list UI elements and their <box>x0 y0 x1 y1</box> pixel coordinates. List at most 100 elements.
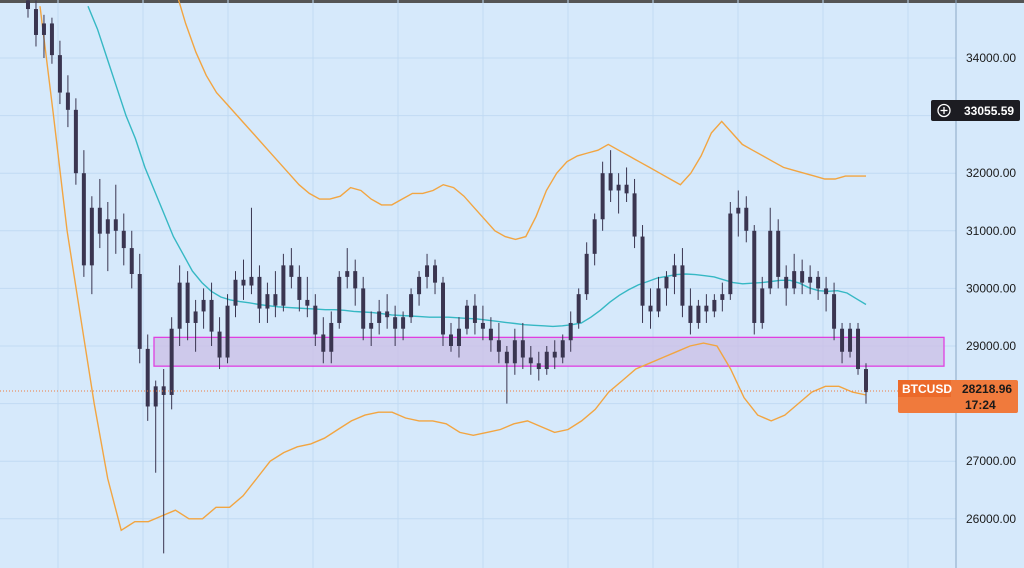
upper-band-line <box>177 0 866 241</box>
candlesticks <box>26 0 868 554</box>
candle-body <box>752 230 757 323</box>
crosshair-price-label: 33055.59 <box>964 104 1014 118</box>
candle-body <box>329 322 334 352</box>
y-tick-label: 32000.00 <box>966 166 1016 180</box>
candle-body <box>680 265 685 306</box>
candle-body <box>409 294 414 318</box>
candle-body <box>321 334 326 352</box>
crosshair-tag-box <box>931 100 1020 121</box>
candle-body <box>456 328 461 346</box>
candle-body <box>385 311 390 318</box>
candle-body <box>536 363 541 370</box>
candle-body <box>472 305 477 323</box>
candle-body <box>33 9 38 35</box>
candle-body <box>257 276 262 309</box>
grid-lines <box>0 0 956 568</box>
candle-body <box>560 340 565 358</box>
candle-body <box>145 348 150 407</box>
candle-body <box>105 219 110 234</box>
candle-body <box>712 299 717 312</box>
candle-body <box>544 351 549 370</box>
candle-body <box>848 328 853 352</box>
candle-body <box>480 322 485 329</box>
candle-body <box>129 248 134 274</box>
candle-body <box>401 317 406 329</box>
lower-band-line <box>39 6 867 532</box>
symbol-box <box>898 380 951 397</box>
candle-body <box>704 305 709 312</box>
last-price-tag: BTCUSD 28218.96 17:24 <box>898 380 1018 413</box>
basis-line <box>87 5 867 328</box>
candle-body <box>137 274 142 349</box>
candle-body <box>840 328 845 352</box>
candle-body <box>496 340 501 352</box>
candle-body <box>353 271 358 289</box>
candle-body <box>568 322 573 341</box>
candle-body <box>81 173 86 266</box>
candle-body <box>624 184 629 194</box>
candle-body <box>584 253 589 295</box>
candle-body <box>281 265 286 306</box>
candle-body <box>113 219 118 231</box>
candle-body <box>664 276 669 289</box>
candle-body <box>97 207 102 234</box>
candle-body <box>193 311 198 323</box>
candle-body <box>448 334 453 346</box>
candle-body <box>289 265 294 277</box>
y-tick-label: 29000.00 <box>966 339 1016 353</box>
bollinger-bands <box>39 0 867 532</box>
top-border <box>0 0 1024 3</box>
candle-body <box>672 265 677 277</box>
candle-body <box>313 305 318 335</box>
candle-body <box>552 351 557 358</box>
candle-body <box>345 271 350 277</box>
candle-body <box>417 276 422 295</box>
y-tick-label: 34000.00 <box>966 51 1016 65</box>
y-tick-label: 27000.00 <box>966 454 1016 468</box>
support-zone-layer[interactable] <box>153 336 945 367</box>
candle-body <box>89 207 94 266</box>
support-zone-rect[interactable] <box>153 336 945 367</box>
candle-body <box>273 294 278 306</box>
candle-body <box>608 173 613 191</box>
candle-body <box>512 340 517 364</box>
candle-body <box>656 288 661 312</box>
candle-body <box>185 282 190 323</box>
candle-body <box>121 230 126 249</box>
candle-body <box>800 271 805 283</box>
candle-body <box>856 328 861 370</box>
candle-body <box>337 276 342 323</box>
candle-body <box>249 276 254 286</box>
candle-body <box>225 305 230 358</box>
candle-body <box>648 305 653 312</box>
candle-body <box>736 207 741 214</box>
plus-circle-icon[interactable] <box>937 103 951 118</box>
candle-body <box>520 340 525 358</box>
candle-body <box>377 311 382 323</box>
candle-body <box>297 276 302 300</box>
candle-body <box>744 207 749 231</box>
y-tick-label: 31000.00 <box>966 224 1016 238</box>
candle-body <box>265 294 270 309</box>
crosshair-price-tag: 33055.59 <box>931 100 1020 121</box>
price-axis[interactable]: 26000.0027000.0028000.0029000.0030000.00… <box>966 51 1016 526</box>
candle-body <box>361 288 366 329</box>
candle-body <box>49 23 54 56</box>
candle-body <box>441 282 446 335</box>
candle-body <box>632 193 637 237</box>
candle-body <box>784 276 789 289</box>
last-price-label: 28218.96 <box>962 382 1012 396</box>
candle-body <box>241 279 246 286</box>
candle-body <box>792 271 797 289</box>
candle-body <box>768 230 773 289</box>
candle-body <box>592 219 597 254</box>
candle-body <box>153 386 158 407</box>
y-tick-label: 26000.00 <box>966 512 1016 526</box>
candle-body <box>832 294 837 329</box>
candle-body <box>433 265 438 283</box>
candle-body <box>808 276 813 283</box>
candle-body <box>688 305 693 323</box>
